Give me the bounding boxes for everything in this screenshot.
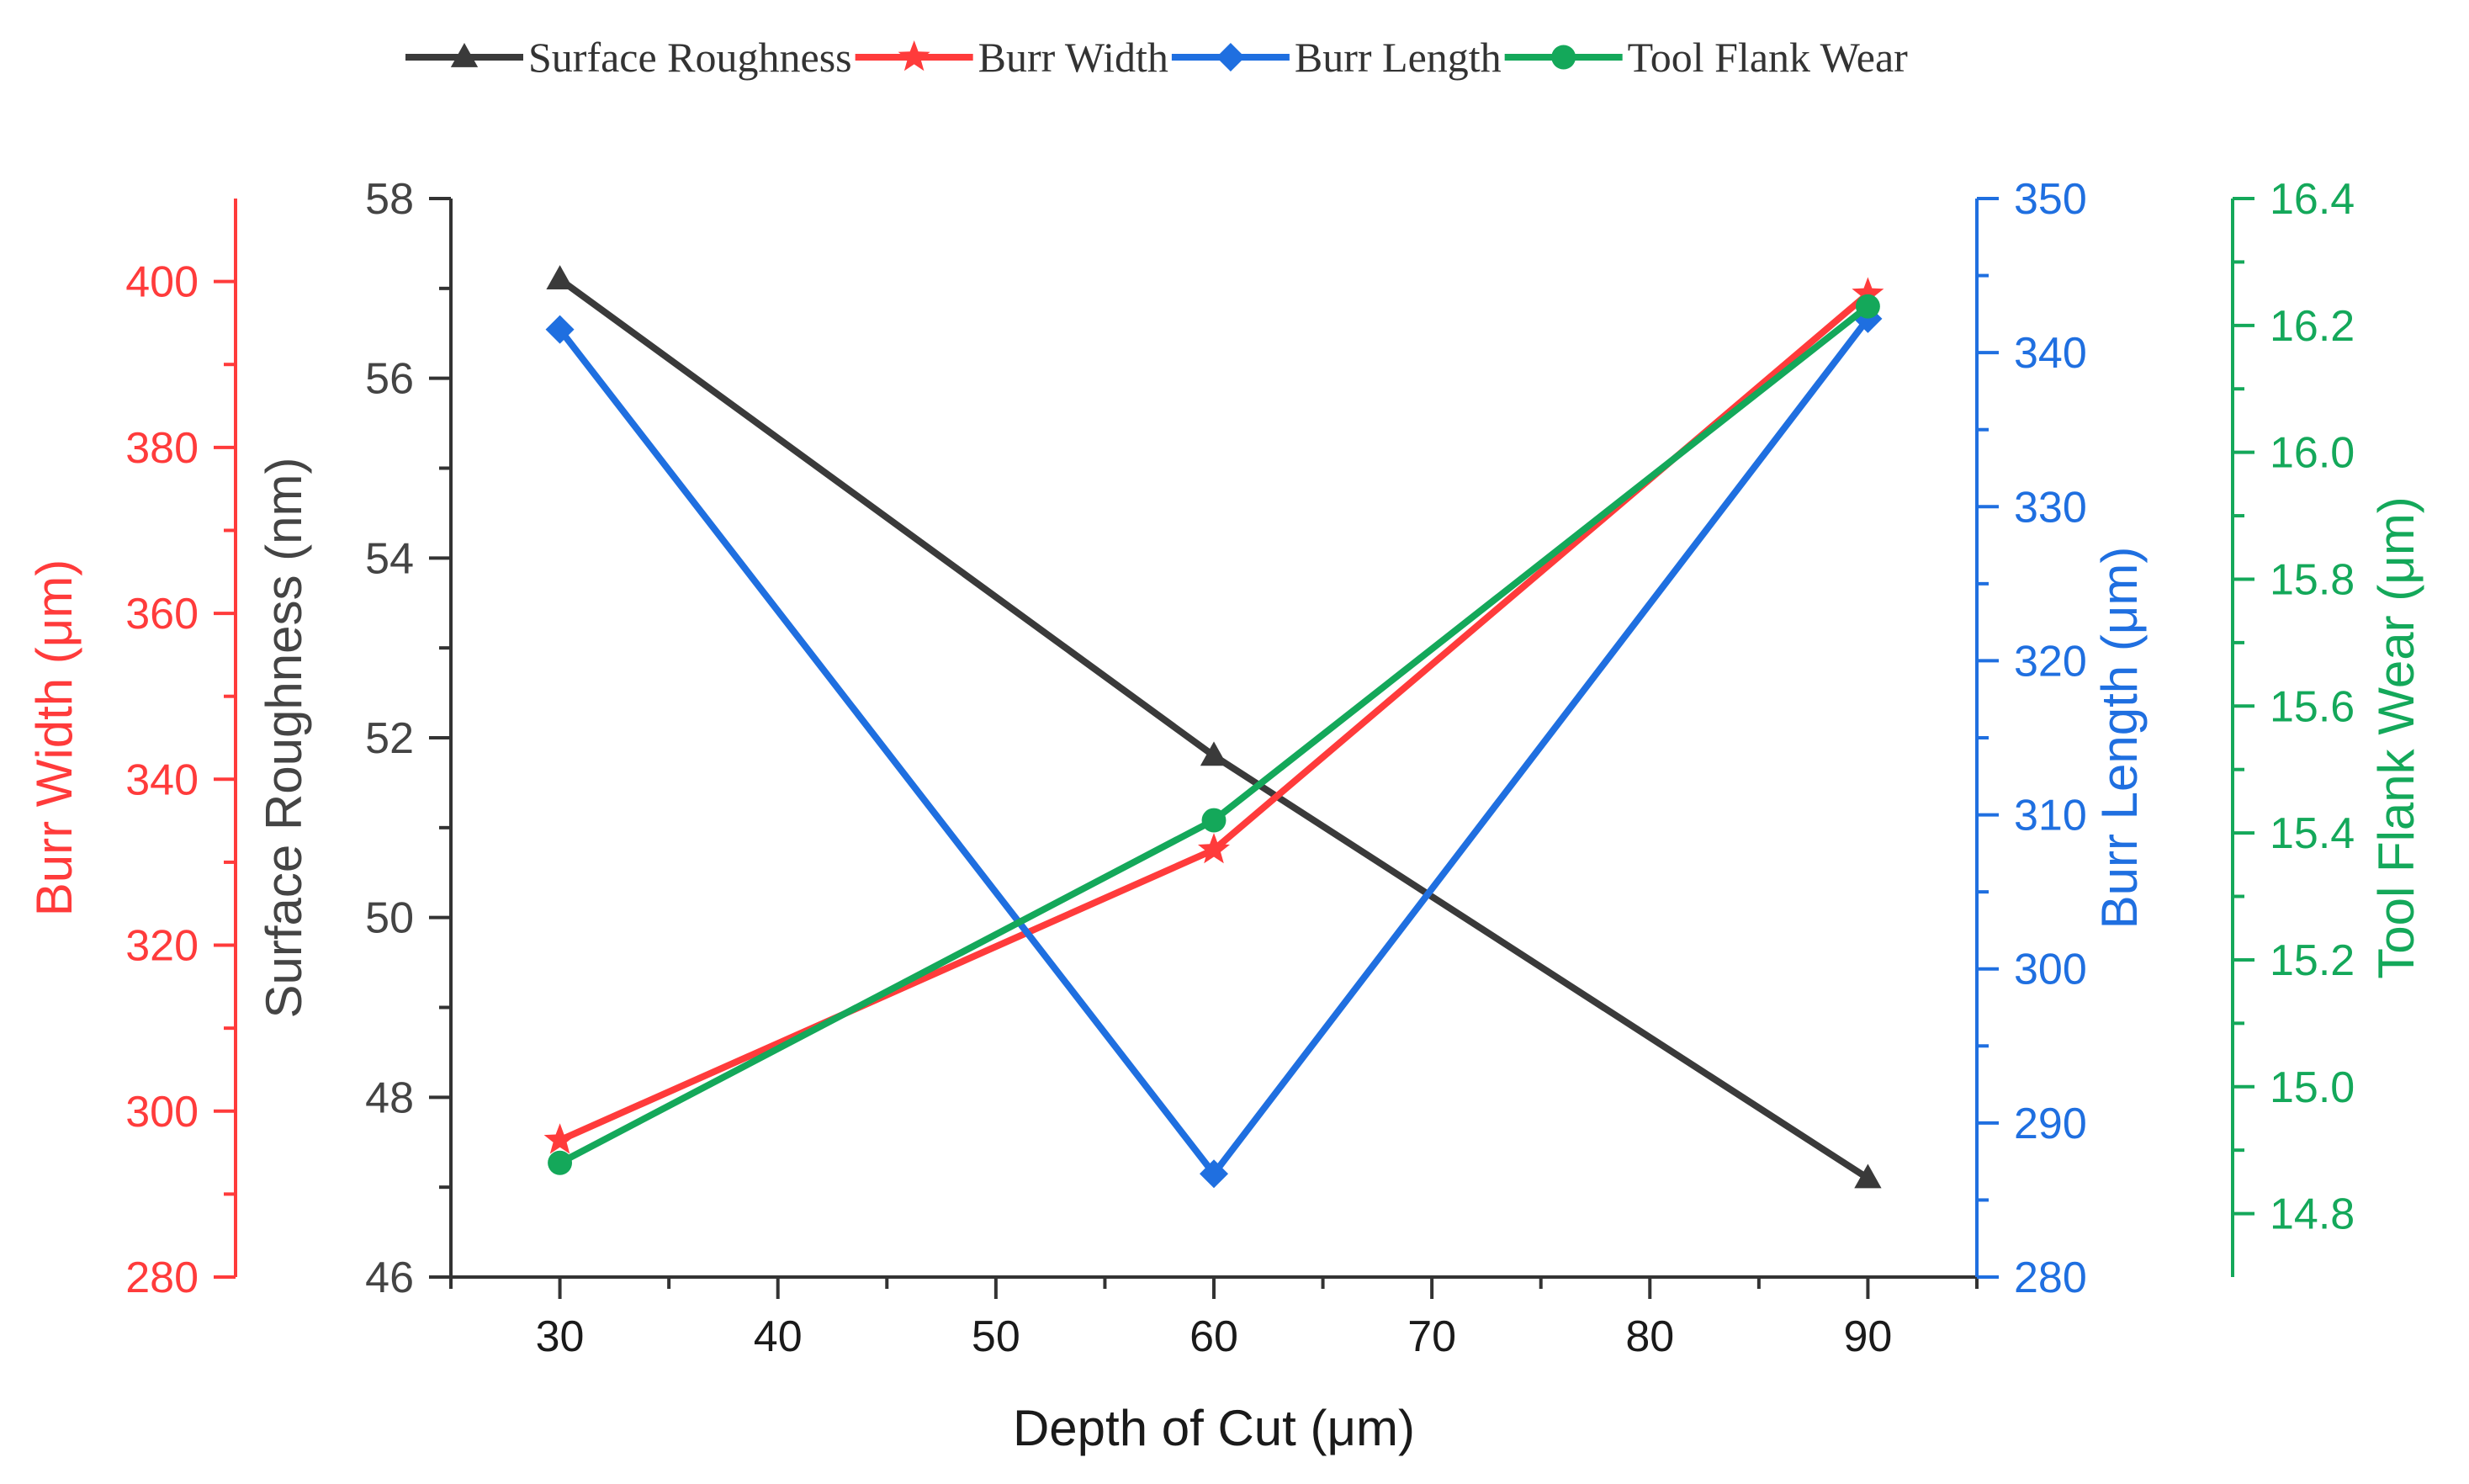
burr-width-point bbox=[1198, 833, 1230, 864]
tool-flank-wear-point bbox=[548, 1150, 573, 1175]
tool-flank-wear-point bbox=[1855, 294, 1880, 319]
x-tick-label: 70 bbox=[1407, 1312, 1456, 1361]
x-tick-label: 30 bbox=[536, 1312, 585, 1361]
x-tick-label: 60 bbox=[1189, 1312, 1238, 1361]
burr-width-point bbox=[1852, 277, 1884, 308]
burr-length-tick-label: 330 bbox=[2014, 483, 2087, 532]
tool-flank-wear-tick-label: 16.4 bbox=[2270, 175, 2355, 224]
burr-length-axis-title: Burr Length (μm) bbox=[2091, 547, 2148, 930]
burr-length-tick-label: 300 bbox=[2014, 946, 2087, 994]
tool-flank-wear-legend-marker bbox=[1551, 45, 1576, 70]
surface-roughness-tick-label: 46 bbox=[365, 1253, 414, 1302]
tool-flank-wear-point bbox=[1201, 808, 1227, 833]
tool-flank-wear-axis-title: Tool Flank Wear (μm) bbox=[2368, 496, 2424, 979]
burr-width-tick-label: 320 bbox=[125, 922, 199, 971]
burr-width-legend-label: Burr Width bbox=[978, 34, 1168, 81]
burr-width-tick-label: 340 bbox=[125, 755, 199, 804]
burr-width-tick-label: 400 bbox=[125, 258, 199, 307]
surface-roughness-legend-label: Surface Roughness bbox=[528, 34, 852, 81]
surface-roughness-legend-marker bbox=[450, 43, 479, 67]
surface-roughness-tick-label: 52 bbox=[365, 714, 414, 763]
surface-roughness-axis-title: Surface Roughness (nm) bbox=[256, 458, 312, 1019]
burr-length-tick-label: 350 bbox=[2014, 175, 2087, 224]
surface-roughness-tick-label: 54 bbox=[365, 534, 414, 583]
tool-flank-wear-tick-label: 16.2 bbox=[2270, 302, 2355, 351]
tool-flank-wear-tick-label: 14.8 bbox=[2270, 1190, 2355, 1239]
surface-roughness-point bbox=[1854, 1163, 1882, 1189]
surface-roughness-series-line bbox=[558, 276, 1870, 1181]
burr-length-point bbox=[1200, 1159, 1228, 1189]
burr-length-legend-label: Burr Length bbox=[1295, 34, 1502, 81]
burr-length-tick-label: 280 bbox=[2014, 1253, 2087, 1302]
tool-flank-wear-tick-label: 15.4 bbox=[2270, 809, 2355, 858]
x-axis-title: Depth of Cut (μm) bbox=[1013, 1400, 1415, 1456]
burr-length-tick-label: 340 bbox=[2014, 329, 2087, 378]
tool-flank-wear-tick-label: 15.2 bbox=[2270, 936, 2355, 985]
surface-roughness-tick-label: 48 bbox=[365, 1073, 414, 1122]
surface-roughness-tick-label: 58 bbox=[365, 175, 414, 224]
surface-roughness-point bbox=[1200, 741, 1228, 766]
burr-width-axis-title: Burr Width (μm) bbox=[26, 559, 82, 917]
tool-flank-wear-series-line bbox=[558, 304, 1870, 1166]
tool-flank-wear-tick-label: 15.6 bbox=[2270, 682, 2355, 731]
burr-width-point bbox=[543, 1123, 576, 1154]
tool-flank-wear-tick-label: 16.0 bbox=[2270, 429, 2355, 478]
burr-length-point bbox=[545, 315, 575, 344]
burr-width-legend-marker bbox=[898, 40, 930, 72]
x-tick-label: 90 bbox=[1844, 1312, 1893, 1361]
burr-width-tick-label: 280 bbox=[125, 1253, 199, 1302]
x-tick-label: 80 bbox=[1625, 1312, 1674, 1361]
burr-length-tick-label: 320 bbox=[2014, 637, 2087, 686]
burr-width-tick-label: 300 bbox=[125, 1088, 199, 1137]
surface-roughness-point bbox=[546, 265, 574, 290]
burr-length-legend-marker bbox=[1216, 43, 1245, 72]
burr-length-tick-label: 310 bbox=[2014, 792, 2087, 840]
surface-roughness-tick-label: 50 bbox=[365, 894, 414, 943]
burr-width-tick-label: 380 bbox=[125, 424, 199, 473]
tool-flank-wear-tick-label: 15.8 bbox=[2270, 555, 2355, 604]
tool-flank-wear-legend-label: Tool Flank Wear bbox=[1628, 34, 1909, 81]
surface-roughness-tick-label: 56 bbox=[365, 355, 414, 404]
x-tick-label: 40 bbox=[754, 1312, 803, 1361]
x-tick-label: 50 bbox=[972, 1312, 1020, 1361]
burr-width-tick-label: 360 bbox=[125, 590, 199, 639]
tool-flank-wear-tick-label: 15.0 bbox=[2270, 1063, 2355, 1112]
burr-length-tick-label: 290 bbox=[2014, 1100, 2087, 1148]
